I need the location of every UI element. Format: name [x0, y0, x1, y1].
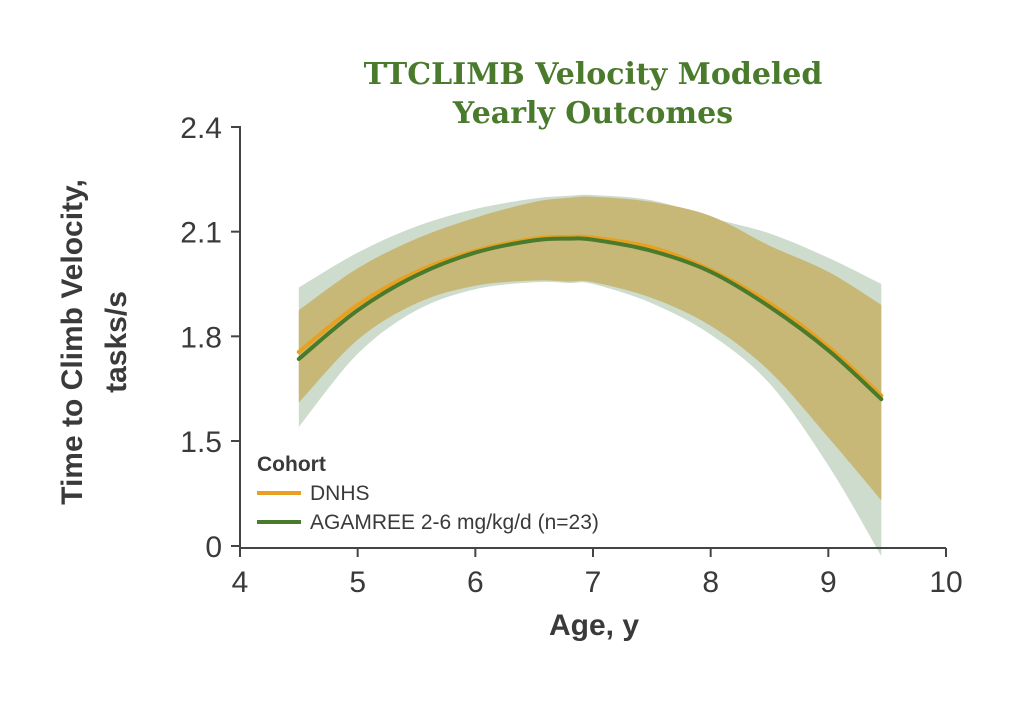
x-tick-label: 6: [467, 566, 484, 599]
axes: 0 1.5 1.8 2.1 2.4 4 5 6 7 8 9 10: [180, 112, 962, 599]
y-ticks: 0 1.5 1.8 2.1 2.4: [180, 112, 240, 564]
y-axis-label-line-1: Time to Climb Velocity,: [56, 179, 89, 505]
x-ticks: 4 5 6 7 8 9 10: [232, 548, 963, 599]
y-tick-label: 2.1: [180, 217, 222, 250]
band-dnhs: [298, 196, 882, 501]
x-tick-label: 10: [929, 566, 962, 599]
series-lines: [296, 234, 884, 402]
x-tick-label: 9: [820, 566, 837, 599]
x-tick-label: 8: [702, 566, 719, 599]
x-tick-label: 7: [585, 566, 602, 599]
y-tick-label: 0: [205, 531, 222, 564]
y-tick-label: 1.8: [180, 321, 222, 354]
legend-label-agamree: AGAMREE 2-6 mg/kg/d (n=23): [310, 511, 599, 534]
y-axis-label: Time to Climb Velocity, tasks/s: [56, 179, 133, 505]
x-axis-label: Age, y: [549, 609, 639, 642]
y-tick-label: 1.5: [180, 426, 222, 459]
legend: Cohort DNHS AGAMREE 2-6 mg/kg/d (n=23): [257, 453, 599, 534]
x-tick-label: 5: [349, 566, 366, 599]
x-tick-label: 4: [232, 566, 249, 599]
chart-title-line-1: TTCLIMB Velocity Modeled: [364, 57, 823, 92]
legend-title: Cohort: [257, 453, 326, 476]
legend-label-dnhs: DNHS: [310, 482, 370, 505]
y-tick-label: 2.4: [180, 112, 222, 145]
confidence-bands: [298, 194, 882, 557]
chart-title-line-2: Yearly Outcomes: [452, 96, 733, 131]
y-axis-label-line-2: tasks/s: [100, 291, 133, 393]
series-line-agamree: [296, 236, 884, 402]
